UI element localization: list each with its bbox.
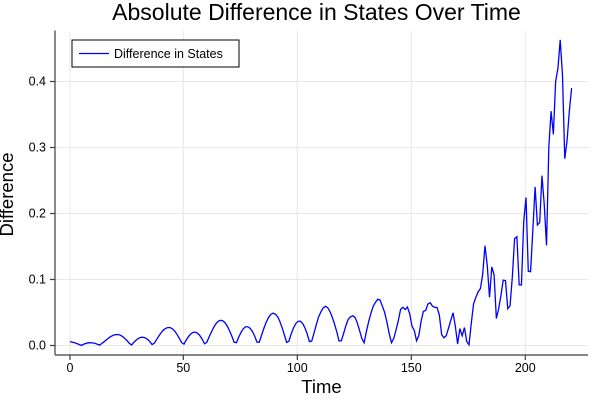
svg-text:100: 100 <box>287 361 308 375</box>
svg-text:200: 200 <box>515 361 536 375</box>
svg-text:0.1: 0.1 <box>29 273 46 287</box>
svg-text:150: 150 <box>401 361 422 375</box>
svg-text:0.0: 0.0 <box>29 339 46 353</box>
svg-text:Difference: Difference <box>0 153 17 237</box>
svg-text:0.4: 0.4 <box>29 75 46 89</box>
svg-text:Difference in States: Difference in States <box>114 47 223 61</box>
svg-text:0.3: 0.3 <box>29 141 46 155</box>
svg-text:50: 50 <box>176 361 190 375</box>
svg-text:Time: Time <box>301 376 341 397</box>
svg-text:0.2: 0.2 <box>29 207 46 221</box>
svg-text:0: 0 <box>67 361 74 375</box>
svg-text:Absolute Difference in States: Absolute Difference in States Over Time <box>112 0 521 25</box>
